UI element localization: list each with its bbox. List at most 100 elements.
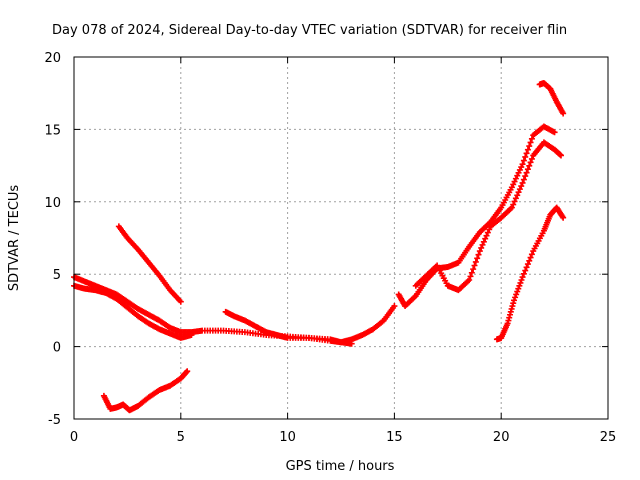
data-point [520, 270, 527, 277]
data-point [514, 288, 521, 295]
data-point [518, 183, 525, 190]
data-point [512, 294, 519, 301]
data-point [484, 229, 491, 236]
data-point [508, 305, 515, 312]
data-point [520, 157, 527, 164]
data-point [527, 139, 534, 146]
data-point [519, 179, 526, 186]
y-tick-label: 15 [44, 123, 61, 138]
data-point [522, 153, 529, 160]
data-point [526, 162, 533, 169]
x-tick-label: 5 [177, 430, 185, 445]
data-point [523, 264, 530, 271]
x-axis-label: GPS time / hours [286, 459, 395, 474]
data-point [528, 251, 535, 258]
data-point [519, 274, 526, 281]
data-point [467, 273, 474, 280]
data-point [507, 308, 514, 315]
data-point [519, 161, 526, 168]
data-point [551, 129, 558, 136]
grid-lines [74, 57, 608, 419]
data-point [478, 244, 485, 251]
data-point [183, 369, 190, 376]
data-point [522, 267, 529, 274]
x-tick-label: 20 [493, 430, 510, 445]
data-point [348, 340, 355, 347]
series-arc-2 [71, 282, 195, 341]
data-point [472, 258, 479, 265]
data-point [510, 300, 517, 307]
data-point [515, 189, 522, 196]
data-point [516, 186, 523, 193]
data-point [518, 276, 525, 283]
y-tick-label: 0 [53, 341, 61, 356]
data-point [524, 166, 531, 173]
y-tick-label: 10 [44, 196, 61, 211]
data-point [523, 150, 530, 157]
data-point [515, 285, 522, 292]
data-point [504, 320, 511, 327]
data-point [523, 169, 530, 176]
data-point [520, 176, 527, 183]
data-point [474, 255, 481, 262]
axis-ticks: 0 5 10 15 20 25 -5 0 5 10 15 20 [44, 51, 616, 445]
y-tick-label: -5 [48, 413, 61, 428]
x-tick-label: 0 [70, 430, 78, 445]
data-point [516, 282, 523, 289]
series-arc-3 [115, 223, 184, 305]
data-point [560, 110, 567, 117]
data-point [527, 254, 534, 261]
series-arc-6 [395, 123, 558, 310]
data-point [470, 266, 477, 273]
data-point [177, 298, 184, 305]
data-point [391, 303, 398, 310]
plot-frame [73, 56, 609, 420]
data-point [471, 262, 478, 269]
series-arc-1 [71, 274, 398, 346]
data-point [505, 317, 512, 324]
data-point [522, 173, 529, 180]
data-point [560, 214, 567, 221]
y-tick-label: 5 [53, 268, 61, 283]
series-arc-9 [536, 80, 567, 117]
data-point [480, 238, 487, 245]
x-tick-label: 25 [600, 430, 617, 445]
data-point [524, 146, 531, 153]
data-point [514, 192, 521, 199]
data-point [468, 269, 475, 276]
data-points [71, 80, 567, 414]
data-point [517, 279, 524, 286]
data-point [526, 257, 533, 264]
data-point [188, 332, 195, 339]
y-tick-label: 20 [44, 51, 61, 66]
data-point [528, 135, 535, 142]
data-point [528, 155, 535, 162]
data-point [184, 368, 191, 375]
chart-title: Day 078 of 2024, Sidereal Day-to-day VTE… [52, 23, 567, 38]
data-point [482, 235, 489, 242]
data-point [475, 251, 482, 258]
data-point [509, 303, 516, 310]
x-tick-label: 10 [279, 430, 296, 445]
data-point [524, 261, 531, 268]
data-point [476, 248, 483, 255]
series-arc-5 [222, 308, 355, 347]
data-point [479, 241, 486, 248]
series-arc-7 [412, 139, 565, 294]
data-point [512, 195, 519, 202]
data-point [511, 297, 518, 304]
data-point [511, 198, 518, 205]
x-tick-label: 15 [386, 430, 403, 445]
data-point [508, 204, 515, 211]
y-axis-label: SDTVAR / TECUs [7, 185, 22, 292]
series-arc-8 [493, 204, 567, 343]
data-point [558, 152, 565, 159]
data-point [507, 311, 514, 318]
data-point [513, 291, 520, 298]
data-point [506, 314, 513, 321]
data-point [510, 201, 517, 208]
data-point [486, 226, 493, 233]
data-point [527, 159, 534, 166]
data-point [483, 232, 490, 239]
